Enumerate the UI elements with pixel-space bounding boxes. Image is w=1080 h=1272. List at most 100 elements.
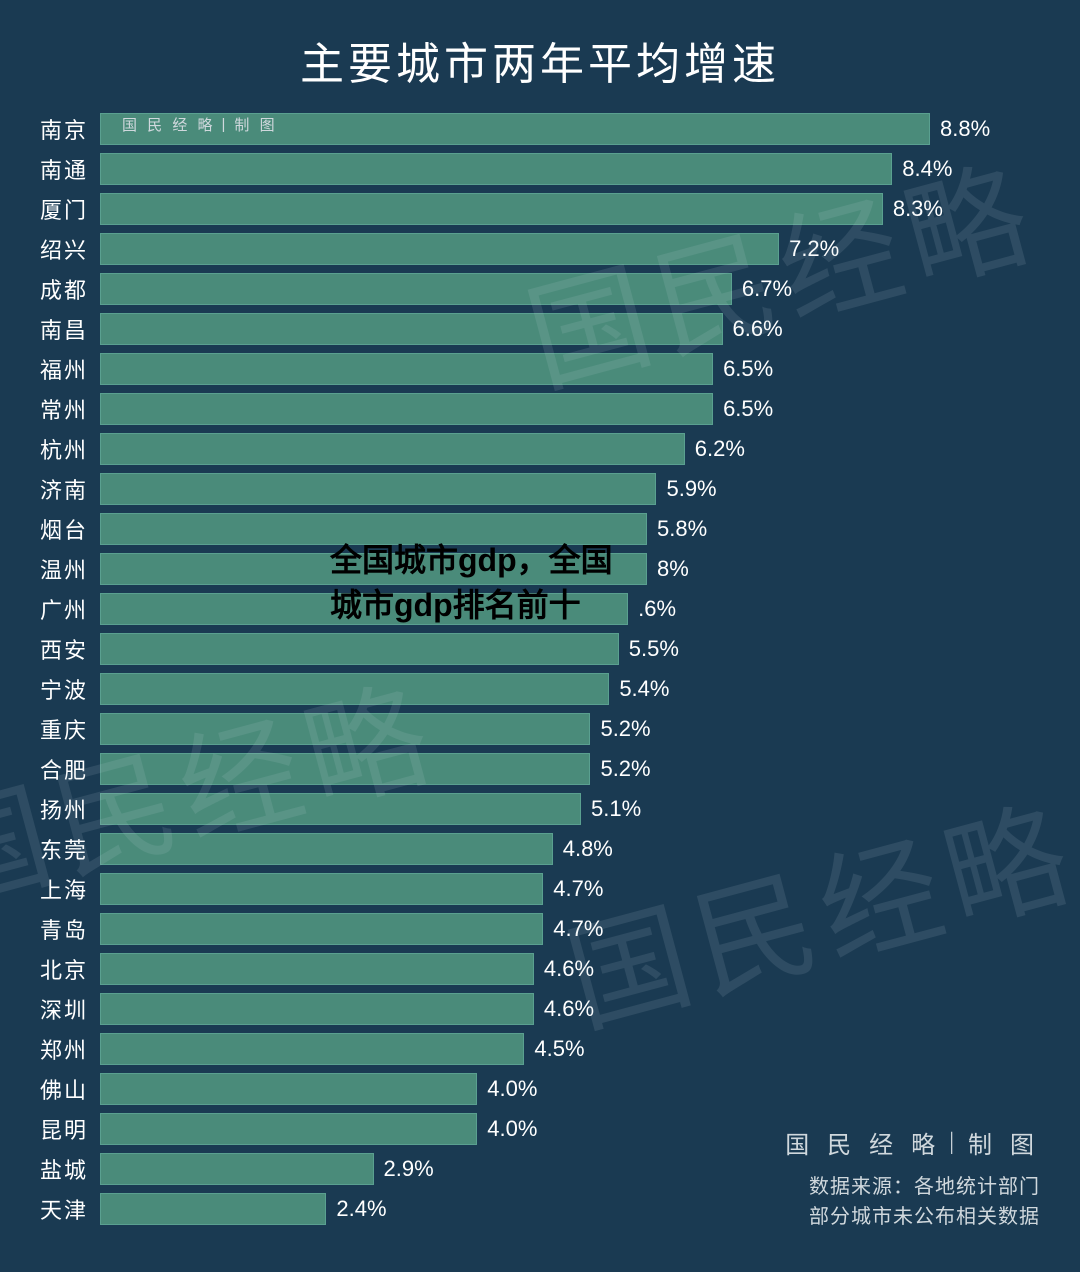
watermark-on-bar: 国 民 经 略 | 制 图 (122, 114, 278, 135)
bar (100, 633, 619, 665)
bar-row: 郑州 4.5% (20, 1030, 1040, 1068)
value-label: 6.2% (695, 436, 745, 462)
city-label: 绍兴 (20, 233, 100, 265)
bar (100, 433, 685, 465)
bar (100, 793, 581, 825)
city-label: 昆明 (20, 1113, 100, 1145)
value-label: 8.4% (902, 156, 952, 182)
city-label: 成都 (20, 273, 100, 305)
city-label: 北京 (20, 953, 100, 985)
bar (100, 273, 732, 305)
bar (100, 193, 883, 225)
bar-wrap: 6.7% (100, 273, 1040, 305)
bar-row: 杭州6.2% (20, 430, 1040, 468)
footer-credit: 国 民 经 略 | 制 图 (785, 1125, 1040, 1160)
bar (100, 1113, 477, 1145)
bar-wrap: 4.7% (100, 873, 1040, 905)
bar (100, 913, 543, 945)
bar (100, 1193, 326, 1225)
overlay-line-2: 城市gdp排名前十 (330, 583, 613, 628)
bar-wrap: 4.7% (100, 913, 1040, 945)
bar-row: 福州 6.5% (20, 350, 1040, 388)
city-label: 天津 (20, 1193, 100, 1225)
value-label: 4.7% (553, 876, 603, 902)
bar (100, 1153, 374, 1185)
footer-source: 数据来源：各地统计部门 部分城市未公布相关数据 (785, 1172, 1040, 1232)
city-label: 烟台 (20, 513, 100, 545)
city-label: 扬州 (20, 793, 100, 825)
city-label: 常州 (20, 393, 100, 425)
value-label: 5.2% (600, 716, 650, 742)
city-label: 青岛 (20, 913, 100, 945)
bar-wrap: 5.2% (100, 713, 1040, 745)
value-label: 4.0% (487, 1076, 537, 1102)
bar (100, 393, 713, 425)
bar-row: 厦门8.3% (20, 190, 1040, 228)
footer: 国 民 经 略 | 制 图 数据来源：各地统计部门 部分城市未公布相关数据 (785, 1125, 1040, 1232)
chart-title: 主要城市两年平均增速 (0, 0, 1080, 110)
city-label: 福州 (20, 353, 100, 385)
value-label: 2.9% (384, 1156, 434, 1182)
value-label: 5.8% (657, 516, 707, 542)
overlay-caption: 全国城市gdp，全国 城市gdp排名前十 (330, 538, 613, 628)
bar-wrap: 5.4% (100, 673, 1040, 705)
value-label: 6.6% (733, 316, 783, 342)
bar-row: 东莞4.8% (20, 830, 1040, 868)
bar-row: 青岛 4.7% (20, 910, 1040, 948)
separator: | (949, 1129, 960, 1156)
value-label: 5.5% (629, 636, 679, 662)
watermark-right: 制 图 (234, 114, 277, 135)
chart-area: 南京8.8%南通8.4%厦门8.3%绍兴7.2%成都6.7%南昌6.6%福州6.… (0, 110, 1080, 1228)
value-label: 4.0% (487, 1116, 537, 1142)
bar-wrap: 5.5% (100, 633, 1040, 665)
bar-row: 绍兴 7.2% (20, 230, 1040, 268)
bar-wrap: 8.4% (100, 153, 1040, 185)
value-label: 6.5% (723, 356, 773, 382)
city-label: 济南 (20, 473, 100, 505)
bar (100, 673, 609, 705)
city-label: 宁波 (20, 673, 100, 705)
bar-wrap: 8.3% (100, 193, 1040, 225)
value-label: 5.4% (619, 676, 669, 702)
city-label: 郑州 (20, 1033, 100, 1065)
bar-row: 重庆 5.2% (20, 710, 1040, 748)
city-label: 佛山 (20, 1073, 100, 1105)
bar-row: 上海4.7% (20, 870, 1040, 908)
bar-row: 南昌 6.6% (20, 310, 1040, 348)
value-label: 7.2% (789, 236, 839, 262)
bar (100, 153, 892, 185)
city-label: 合肥 (20, 753, 100, 785)
bar-wrap: 4.5% (100, 1033, 1040, 1065)
footer-credit-left: 国 民 经 略 (785, 1125, 941, 1160)
footer-line-1: 数据来源：各地统计部门 (785, 1172, 1040, 1202)
value-label: 6.7% (742, 276, 792, 302)
bar-wrap: 5.1% (100, 793, 1040, 825)
bar-wrap: 4.8% (100, 833, 1040, 865)
value-label: 8.8% (940, 116, 990, 142)
value-label: 4.5% (534, 1036, 584, 1062)
value-label: 2.4% (336, 1196, 386, 1222)
bar-row: 深圳4.6% (20, 990, 1040, 1028)
value-label: 8% (657, 556, 689, 582)
city-label: 重庆 (20, 713, 100, 745)
value-label: 8.3% (893, 196, 943, 222)
footer-line-2: 部分城市未公布相关数据 (785, 1202, 1040, 1232)
city-label: 南昌 (20, 313, 100, 345)
bar (100, 1073, 477, 1105)
bar (100, 713, 590, 745)
bar (100, 833, 553, 865)
bar-wrap: 5.2% (100, 753, 1040, 785)
bar (100, 233, 779, 265)
bar (100, 873, 543, 905)
bar-row: 西安5.5% (20, 630, 1040, 668)
bar-row: 成都 6.7% (20, 270, 1040, 308)
bar-wrap: 6.5% (100, 353, 1040, 385)
bar-wrap: 5.9% (100, 473, 1040, 505)
bar (100, 753, 590, 785)
bar (100, 993, 534, 1025)
value-label: 4.7% (553, 916, 603, 942)
bar-row: 扬州5.1% (20, 790, 1040, 828)
bar (100, 473, 656, 505)
bar-wrap: 6.2% (100, 433, 1040, 465)
value-label: 5.9% (666, 476, 716, 502)
